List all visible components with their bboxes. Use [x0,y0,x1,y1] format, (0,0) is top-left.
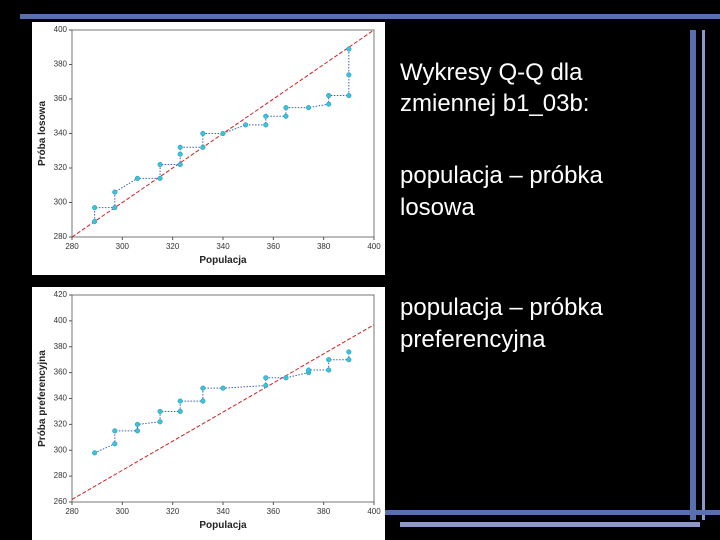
x-axis-label: Populacja [199,520,247,531]
point [177,408,183,414]
chart-panel [32,22,385,275]
item: populacja – próbka [400,162,603,189]
point [157,408,163,414]
x-tick-label: 300 [116,242,130,251]
y-tick-label: 300 [54,198,68,207]
point [134,421,140,427]
x-tick-label: 380 [317,242,331,251]
point [177,144,183,150]
point [157,162,163,168]
y-tick-label: 300 [54,445,68,454]
y-tick-label: 360 [54,94,68,103]
point [200,398,206,404]
point [283,375,289,381]
point [326,101,332,107]
y-tick-label: 380 [54,342,68,351]
y-tick-label: 380 [54,60,68,69]
point [263,383,269,389]
point [263,122,269,128]
y-tick-label: 360 [54,368,68,377]
point [306,105,312,111]
chart-panel [32,287,385,540]
heading: zmiennej b1_03b: [400,90,589,117]
point [92,218,98,225]
point [263,113,269,119]
point [263,375,269,381]
x-tick-label: 400 [367,242,381,251]
y-tick-label: 260 [54,497,68,506]
point [134,175,140,181]
point [157,419,163,425]
y-axis-label: Próba preferencyjna [37,350,48,447]
bottom-bar [400,522,700,527]
item: preferencyjna [400,326,546,353]
step-line [94,48,350,222]
point [177,162,183,168]
point [92,205,98,211]
point [112,189,118,195]
x-tick-label: 400 [367,507,381,516]
y-tick-label: 340 [54,129,68,138]
heading: Wykresy Q-Q dla [400,59,583,86]
point [200,130,206,137]
point [346,349,352,355]
side-bar [690,30,696,520]
side-bar [702,30,705,520]
point [283,105,289,111]
x-tick-label: 300 [116,507,130,516]
point [112,428,118,434]
x-tick-label: 360 [267,242,281,251]
point [200,385,206,391]
point [200,144,206,150]
y-tick-label: 280 [54,471,68,480]
item: populacja – próbka [400,294,603,321]
x-tick-label: 340 [216,242,230,251]
y-tick-label: 320 [54,419,68,428]
y-tick-label: 280 [54,232,68,241]
point [346,46,352,52]
point [177,398,183,404]
reference-line [71,324,375,500]
y-tick-label: 400 [54,25,68,34]
point [346,357,352,363]
x-tick-label: 280 [65,242,79,251]
point [346,72,352,78]
top-bar [20,14,720,19]
y-axis-label: Próba losowa [37,101,48,166]
bottom-bar [385,510,720,515]
point [157,175,163,181]
x-tick-label: 320 [166,507,180,516]
x-tick-label: 380 [317,507,331,516]
point [326,357,332,363]
y-tick-label: 340 [54,394,68,403]
x-tick-label: 280 [65,507,79,516]
y-tick-label: 420 [54,290,68,299]
x-axis-label: Populacja [199,255,247,266]
point [326,367,332,373]
point [283,113,289,119]
point [220,385,226,391]
point [306,367,312,373]
x-tick-label: 360 [267,507,281,516]
point [326,93,332,99]
y-tick-label: 400 [54,316,68,325]
point [346,93,352,99]
y-tick-label: 320 [54,163,68,172]
item: losowa [400,194,475,221]
point [243,122,249,128]
x-tick-label: 340 [216,507,230,516]
point [92,450,98,456]
point [112,441,118,447]
point [112,205,118,211]
x-tick-label: 320 [166,242,180,251]
point [220,130,226,137]
point [134,428,140,434]
point [177,151,183,157]
